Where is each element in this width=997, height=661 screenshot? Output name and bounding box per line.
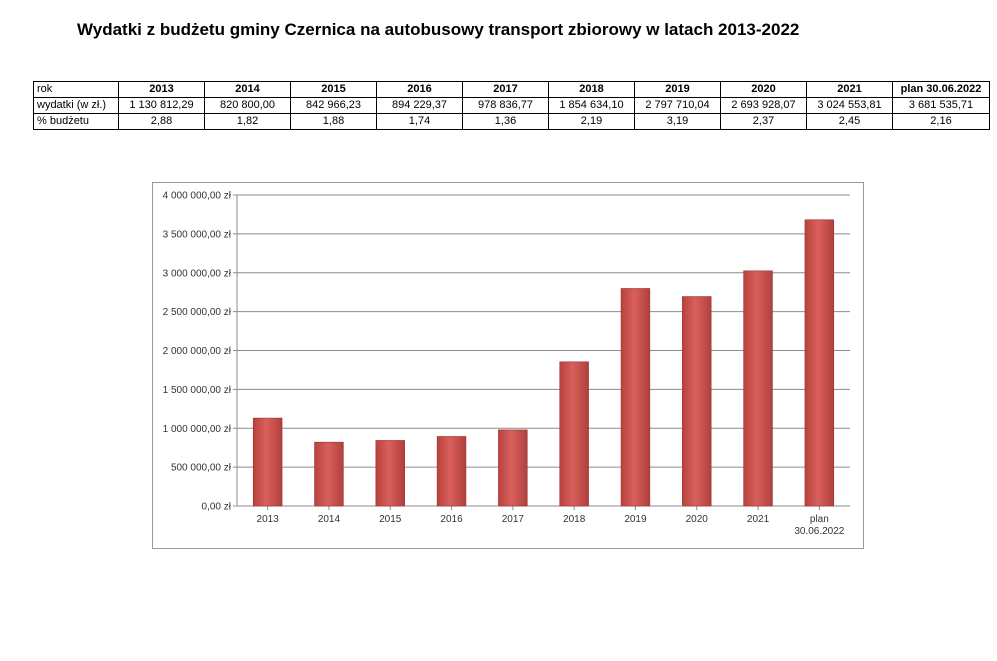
x-tick-label: plan [810,514,829,525]
y-tick-label: 4 000 000,00 zł [163,191,232,202]
year-cell: 2021 [806,81,893,98]
bar-2016 [436,436,467,507]
expense-cell: 3 681 535,71 [892,97,990,114]
x-tick-label: 2017 [502,514,525,525]
expense-cell: 2 693 928,07 [720,97,807,114]
y-tick-label: 2 500 000,00 zł [163,307,232,318]
percent-cell: 1,82 [204,113,291,130]
row-label-year: rok [33,81,119,98]
bar-chart: 0,00 zł 500 000,00 zł 1 000 000,00 zł 1 500… [163,191,850,537]
expense-cell: 820 800,00 [204,97,291,114]
data-table: rok 2013 2014 2015 2016 2017 2018 2019 2… [33,81,990,130]
percent-cell: 3,19 [634,113,721,130]
year-cell: 2015 [290,81,377,98]
table-row-percent: % budżetu 2,88 1,82 1,88 1,74 1,36 2,19 … [33,113,990,130]
table-row-expenses: wydatki (w zł.) 1 130 812,29 820 800,00 … [33,97,990,114]
percent-cell: 2,88 [118,113,205,130]
y-tick-label: 1 500 000,00 zł [163,385,232,396]
table-row-years: rok 2013 2014 2015 2016 2017 2018 2019 2… [33,81,990,98]
year-cell: 2013 [118,81,205,98]
x-tick-label: 2020 [686,514,709,525]
year-cell: 2018 [548,81,635,98]
y-tick-label: 1 000 000,00 zł [163,424,232,435]
year-cell: 2016 [376,81,463,98]
bar-2013 [252,417,283,507]
percent-cell: 2,19 [548,113,635,130]
x-tick-label: 2015 [379,514,402,525]
year-cell: 2019 [634,81,721,98]
percent-cell: 1,88 [290,113,377,130]
y-tick-label: 0,00 zł [202,502,232,513]
y-tick-label: 2 000 000,00 zł [163,346,232,357]
x-tick-label: 2014 [318,514,341,525]
bar-2020 [682,296,712,507]
row-label-expenses: wydatki (w zł.) [33,97,119,114]
page-title: Wydatki z budżetu gminy Czernica na auto… [77,20,800,39]
bar-2019 [620,288,651,507]
expense-cell: 3 024 553,81 [806,97,893,114]
x-tick-label: 2016 [440,514,463,525]
bar-2018 [559,361,589,507]
percent-cell: 2,16 [892,113,990,130]
y-tick-label: 500 000,00 zł [171,463,232,474]
expense-cell: 1 854 634,10 [548,97,635,114]
percent-cell: 1,36 [462,113,549,130]
year-cell: 2014 [204,81,291,98]
x-tick-label: 2021 [747,514,770,525]
bar-2015 [375,440,405,507]
bar-plan-30-06-2022 [804,219,835,507]
x-tick-label: 30.06.2022 [794,526,844,537]
percent-cell: 1,74 [376,113,463,130]
bar-2017 [498,429,528,507]
x-tick-label: 2019 [624,514,647,525]
expense-cell: 1 130 812,29 [118,97,205,114]
chart-area: 0,00 zł 500 000,00 zł 1 000 000,00 zł 1 500… [152,182,864,549]
year-cell: 2017 [462,81,549,98]
bar-2014 [314,441,344,507]
percent-cell: 2,37 [720,113,807,130]
year-cell: 2020 [720,81,807,98]
year-cell: plan 30.06.2022 [892,81,990,98]
y-tick-label: 3 500 000,00 zł [163,229,232,240]
expense-cell: 842 966,23 [290,97,377,114]
bar-2021 [743,270,773,507]
x-tick-label: 2018 [563,514,586,525]
x-tick-label: 2013 [257,514,280,525]
y-tick-label: 3 000 000,00 zł [163,268,232,279]
expense-cell: 894 229,37 [376,97,463,114]
row-label-percent: % budżetu [33,113,119,130]
expense-cell: 978 836,77 [462,97,549,114]
expense-cell: 2 797 710,04 [634,97,721,114]
percent-cell: 2,45 [806,113,893,130]
